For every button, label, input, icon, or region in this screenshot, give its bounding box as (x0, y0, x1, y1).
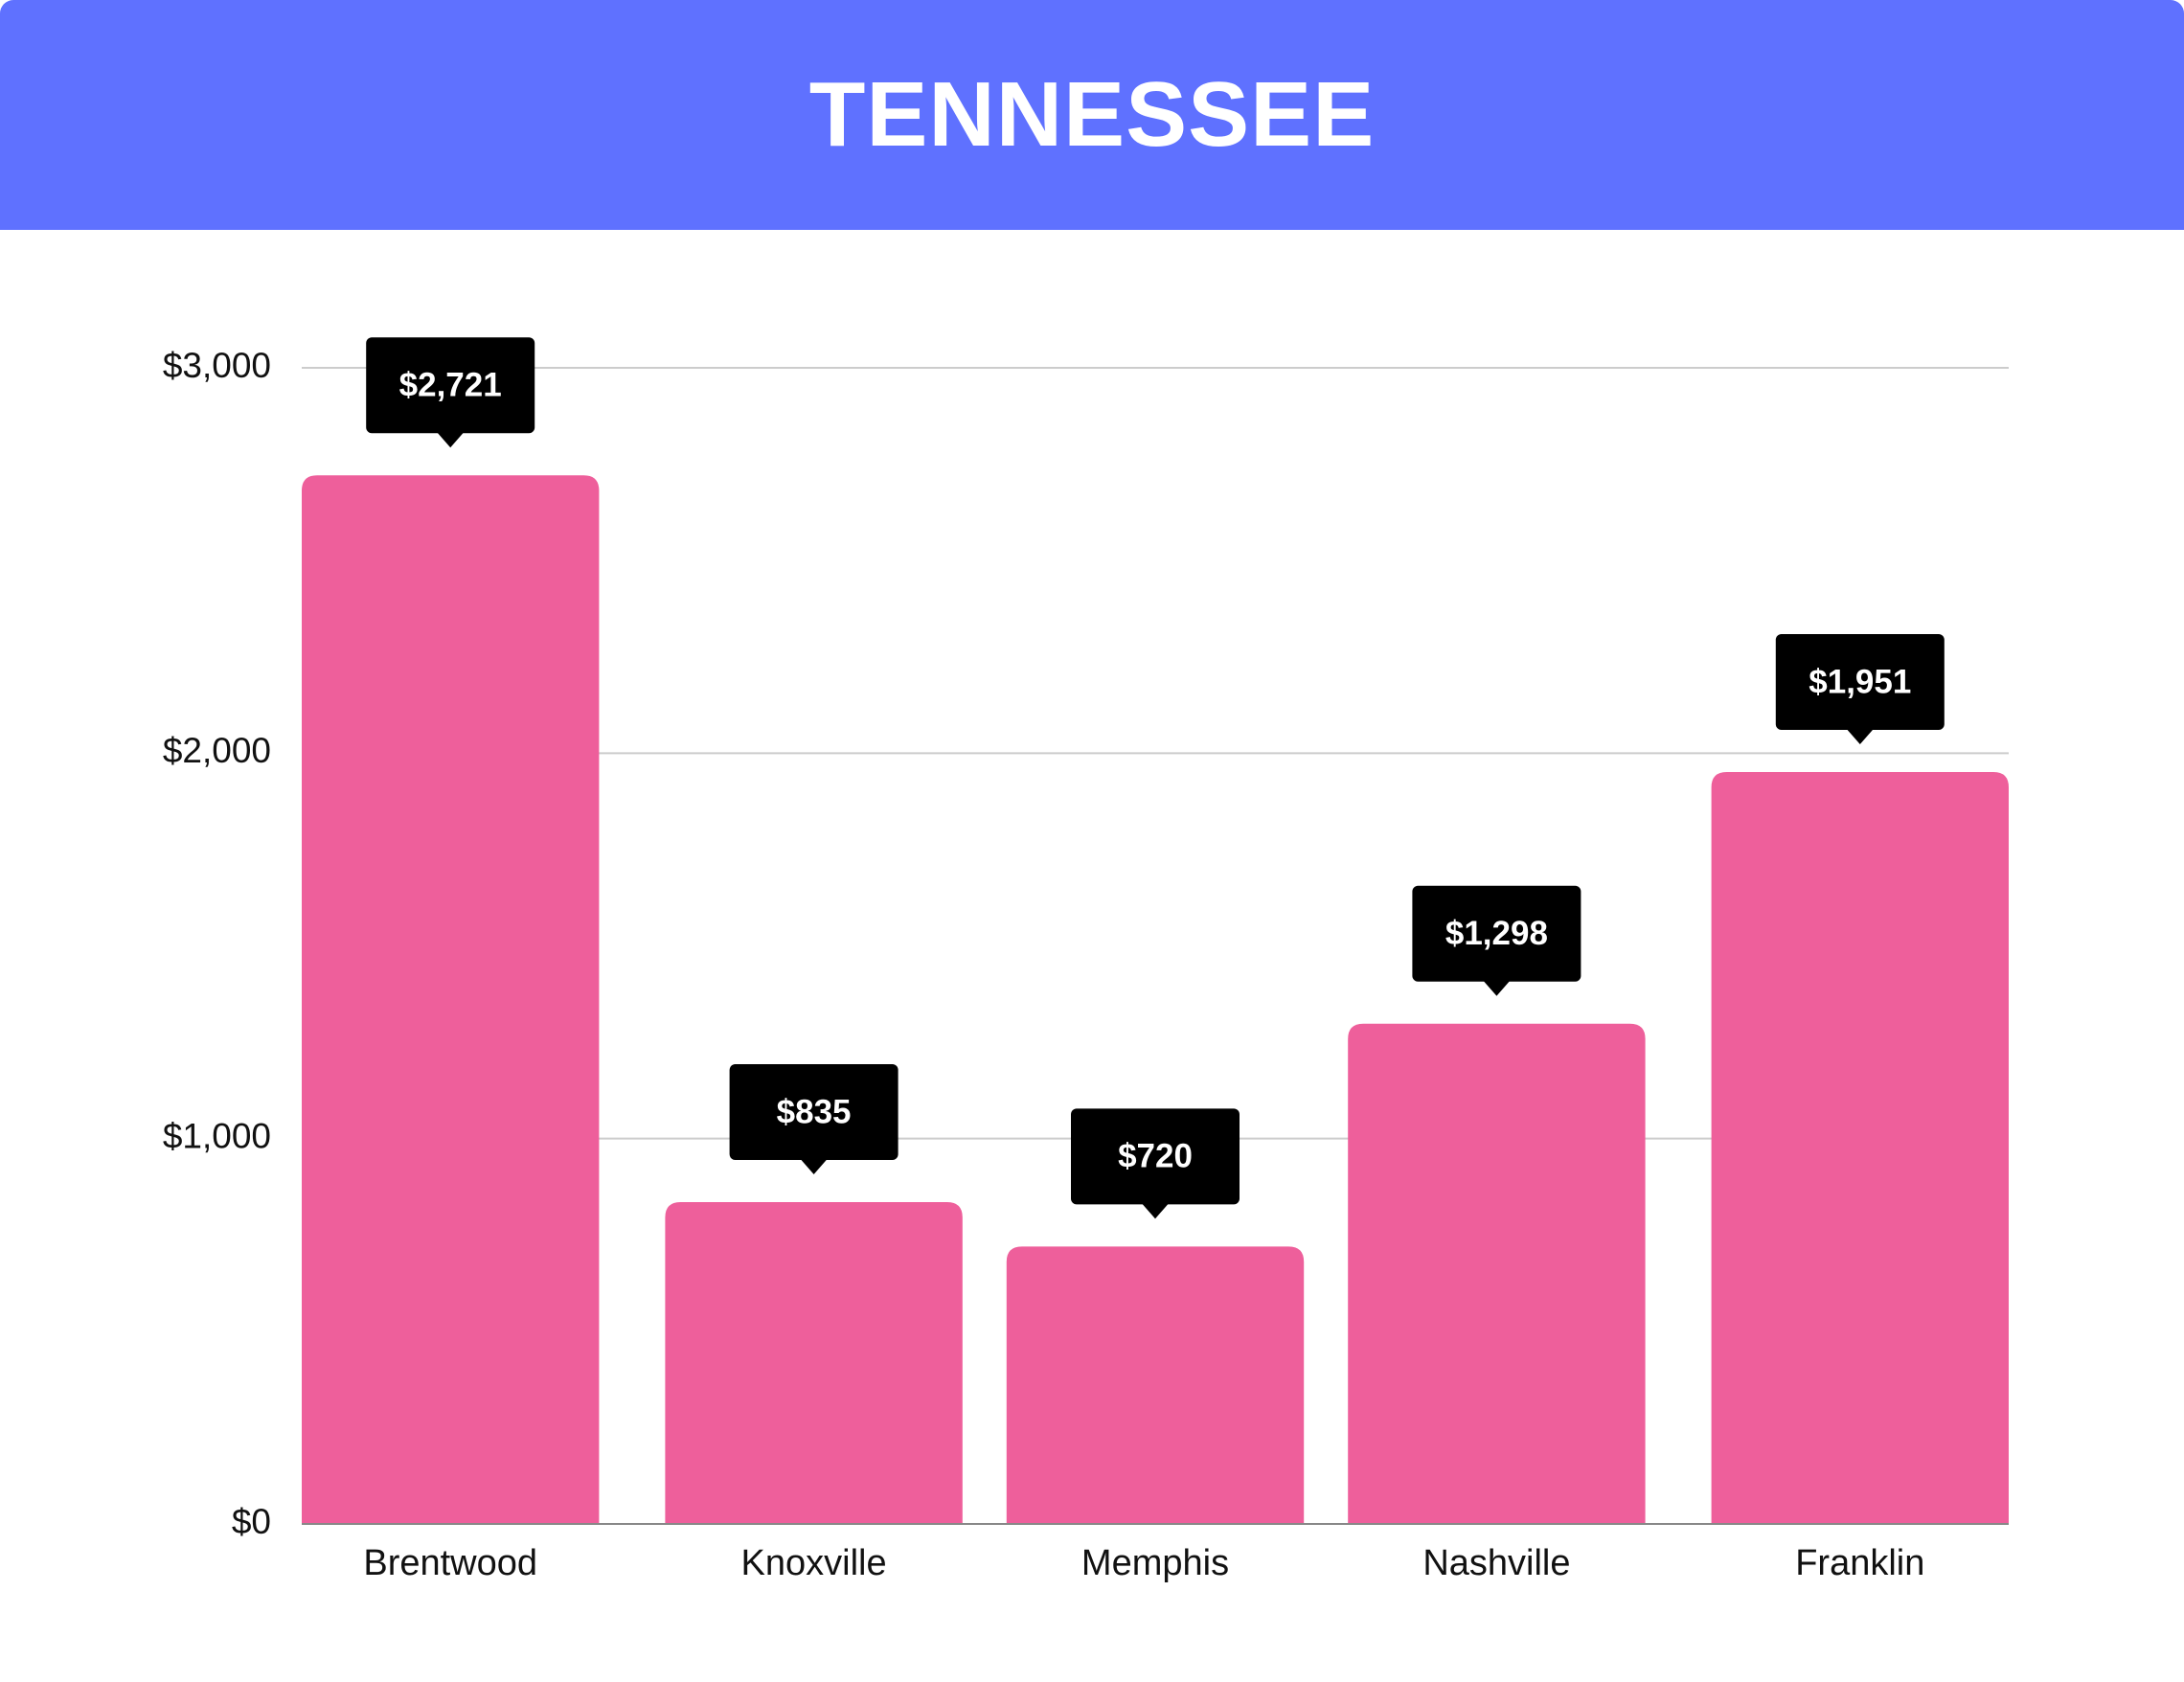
y-tick-label: $3,000 (163, 346, 271, 385)
data-label: $1,951 (1809, 663, 1911, 700)
data-labels: $2,721 $835 $720 $1,298 $1,951 (366, 337, 1945, 1219)
y-tick-label: $2,000 (163, 731, 271, 770)
category-label: Franklin (1795, 1543, 1924, 1583)
y-tick-label: $0 (232, 1502, 271, 1541)
data-label-box (366, 337, 535, 434)
data-label-box (1071, 1108, 1240, 1205)
bar (302, 475, 600, 1525)
y-axis-ticks: $0 $1,000 $2,000 $3,000 (163, 346, 271, 1541)
data-label-pointer (437, 432, 465, 448)
data-label-pointer (1846, 729, 1874, 745)
data-label: $1,298 (1445, 915, 1548, 952)
bars (302, 475, 2009, 1525)
bar (665, 1202, 963, 1524)
data-label-pointer (1142, 1203, 1169, 1219)
chart-title: TENNESSEE (808, 63, 1376, 166)
category-label: Memphis (1081, 1543, 1229, 1583)
bar (1711, 772, 2009, 1524)
category-label: Brentwood (363, 1543, 537, 1583)
data-label-pointer (800, 1159, 828, 1175)
bar (1006, 1246, 1305, 1524)
category-label: Nashville (1422, 1543, 1570, 1583)
data-label: $2,721 (399, 367, 502, 404)
data-label-box (1775, 634, 1945, 731)
data-label-box (729, 1064, 899, 1161)
data-label-pointer (1483, 980, 1511, 996)
data-label: $835 (777, 1093, 852, 1130)
category-label: Knoxville (741, 1543, 887, 1583)
y-tick-label: $1,000 (163, 1116, 271, 1155)
chart-header: TENNESSEE (0, 0, 2184, 230)
data-label: $720 (1118, 1138, 1193, 1175)
data-label-box (1412, 885, 1581, 982)
bar (1348, 1023, 1646, 1524)
x-axis-categories: Brentwood Knoxville Memphis Nashville Frankl… (363, 1543, 1924, 1583)
